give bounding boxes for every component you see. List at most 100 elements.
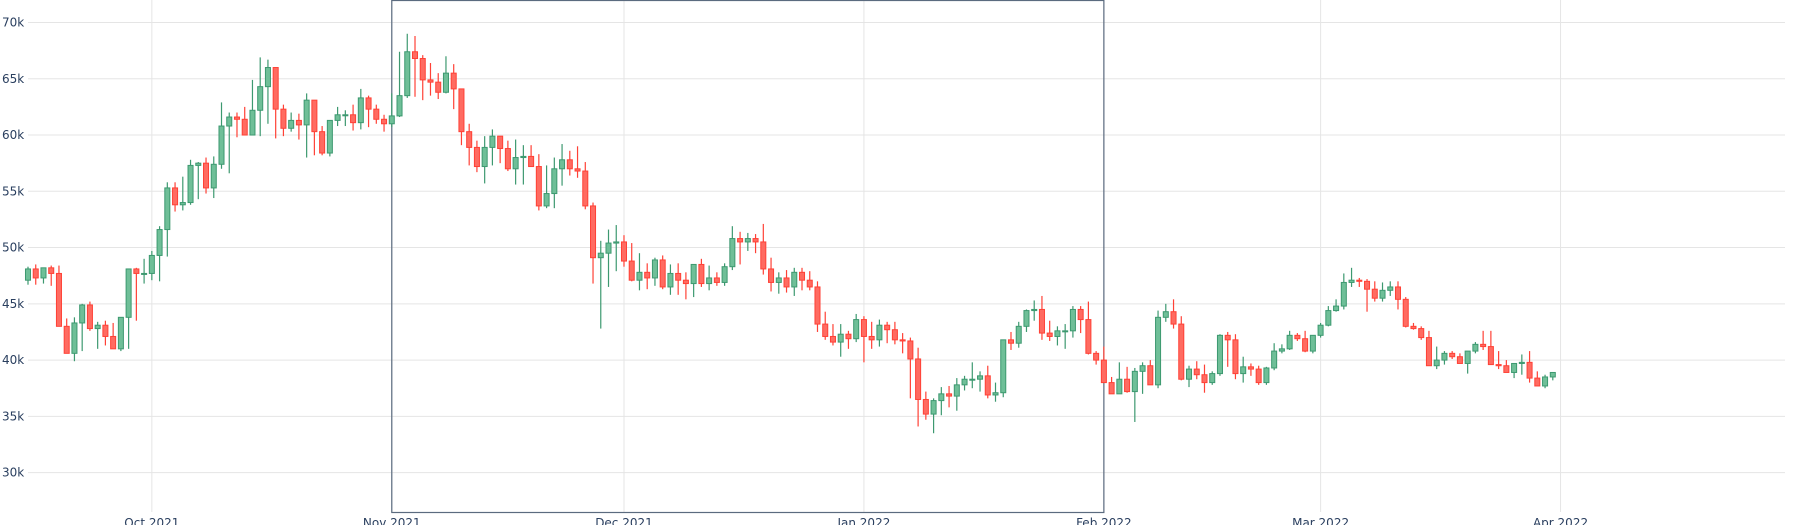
candle: [1325, 306, 1332, 327]
candle: [690, 263, 697, 298]
candle: [203, 157, 210, 194]
candle: [992, 382, 999, 402]
candle-body: [744, 238, 751, 243]
candle-body: [342, 114, 349, 117]
candle-body: [1062, 330, 1069, 333]
candle-body: [559, 159, 566, 170]
candle: [729, 226, 736, 271]
candle-body: [40, 267, 47, 279]
candle-body: [1464, 350, 1471, 364]
candle: [651, 257, 658, 286]
candle: [427, 63, 434, 96]
candle-body: [961, 378, 968, 386]
candle-body: [1449, 352, 1456, 358]
candle: [837, 324, 844, 357]
candle: [381, 114, 388, 132]
highlight-rectangle: [391, 0, 1105, 514]
candle: [473, 140, 480, 173]
candle: [450, 64, 457, 110]
candle-body: [381, 118, 388, 125]
candle: [744, 232, 751, 251]
candle-body: [1441, 352, 1448, 361]
candle-body: [1116, 378, 1123, 395]
candle-body: [791, 271, 798, 288]
candle-body: [543, 193, 550, 207]
candle-body: [24, 268, 32, 281]
candle: [675, 263, 682, 295]
y-tick-label: 35k: [2, 409, 24, 423]
candle-body: [1286, 334, 1293, 350]
candle-body: [1402, 298, 1409, 327]
candle-body: [1147, 365, 1154, 386]
candle-body: [311, 99, 318, 133]
candle-body: [884, 324, 891, 331]
candle-body: [1433, 359, 1440, 367]
candle: [1124, 366, 1131, 393]
candle: [133, 267, 140, 321]
candle: [1162, 303, 1169, 322]
candle: [1333, 299, 1340, 312]
candle-body: [435, 81, 442, 93]
candle-body: [1093, 352, 1100, 361]
candle: [1364, 279, 1371, 312]
candle-body: [551, 168, 558, 195]
candle: [1116, 362, 1123, 395]
candle: [876, 319, 883, 347]
candle: [806, 271, 813, 291]
candle: [1232, 334, 1239, 380]
candle-body: [365, 97, 372, 110]
candle: [241, 106, 248, 136]
candle-body: [1193, 368, 1200, 376]
y-axis: 30k 35k 40k 45k 50k 55k 60k 65k 70k: [2, 16, 24, 480]
candle-body: [1162, 311, 1169, 318]
candle: [775, 272, 782, 294]
candle: [1340, 273, 1347, 310]
candle: [1263, 366, 1270, 385]
candle: [582, 162, 589, 210]
candle-body: [450, 72, 457, 90]
candle-body: [1518, 361, 1525, 364]
candle-body: [280, 108, 287, 129]
candle-body: [1356, 279, 1363, 282]
candle-body: [1309, 334, 1316, 352]
candle-body: [628, 260, 635, 281]
candle: [1309, 334, 1316, 354]
candle: [628, 243, 635, 282]
candle: [977, 371, 984, 392]
candle: [1425, 330, 1432, 367]
candle-body: [1456, 356, 1463, 364]
x-tick-label: Oct 2021: [124, 516, 179, 525]
candle-body: [814, 286, 821, 325]
candle-body: [1317, 324, 1324, 336]
candle-body: [1023, 310, 1030, 327]
candle: [295, 113, 302, 140]
candle-body: [566, 159, 573, 170]
candle-body: [125, 268, 132, 318]
candle: [1015, 321, 1022, 348]
candle: [1402, 297, 1409, 328]
candle: [466, 123, 473, 166]
candle-body: [179, 202, 186, 206]
candle: [1464, 350, 1471, 374]
candle-body: [1155, 316, 1162, 386]
candle-body: [582, 170, 589, 207]
x-axis: Oct 2021 Nov 2021 Dec 2021 Jan 2022 Feb 2022…: [124, 516, 1588, 529]
candle: [148, 250, 155, 281]
candle-body: [1379, 289, 1386, 299]
candle: [388, 93, 395, 128]
candle-body: [396, 95, 403, 117]
candle-body: [1131, 370, 1138, 393]
candle-body: [698, 263, 705, 285]
candle-body: [1085, 319, 1092, 354]
x-tick-label: Dec 2021: [595, 516, 653, 525]
candle: [984, 365, 991, 399]
candle: [829, 324, 836, 346]
candle: [1278, 344, 1285, 354]
candle: [853, 313, 860, 343]
candle: [481, 136, 488, 184]
candle: [1348, 267, 1355, 287]
candle: [1503, 360, 1510, 373]
candle-body: [71, 322, 78, 354]
x-tick-label: Jan 2022: [836, 516, 890, 525]
candle-body: [117, 316, 124, 350]
